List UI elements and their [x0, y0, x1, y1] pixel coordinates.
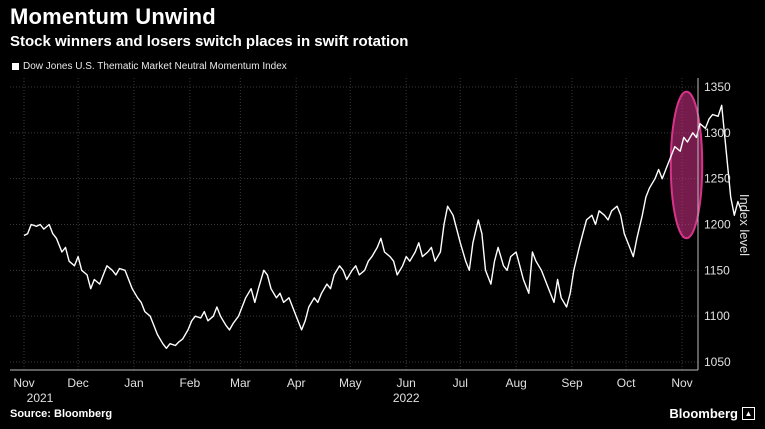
y-tick-label: 1250 [704, 172, 731, 186]
source-note: Source: Bloomberg [10, 408, 113, 420]
x-tick-label: Mar [230, 376, 251, 390]
brand-name: Bloomberg [669, 406, 738, 421]
x-tick-label: May [339, 376, 362, 390]
x-tick-label: Nov [13, 376, 34, 390]
x-tick-label: Dec [67, 376, 88, 390]
x-tick-label: Nov [671, 376, 692, 390]
y-tick-label: 1150 [704, 263, 730, 277]
y-tick-label: 1200 [704, 218, 731, 232]
x-year-label: 2021 [27, 391, 54, 405]
legend-label: Dow Jones U.S. Thematic Market Neutral M… [23, 61, 287, 72]
y-axis-label: Index level [737, 194, 752, 256]
highlight-layer [669, 90, 704, 240]
x-year-label: 2022 [393, 391, 420, 405]
series-line-momentum-index [23, 104, 743, 349]
brand-mark: Bloomberg ▲ [669, 406, 755, 421]
chart-title: Momentum Unwind [10, 4, 216, 29]
x-tick-label: Jul [453, 376, 468, 390]
legend: Dow Jones U.S. Thematic Market Neutral M… [12, 61, 287, 72]
y-tick-label: 1100 [704, 309, 730, 323]
y-tick-label: 1350 [704, 80, 731, 94]
legend-swatch [12, 63, 19, 70]
y-tick-label: 1300 [704, 126, 731, 140]
grid-lines [10, 78, 698, 370]
series-layer [23, 104, 743, 349]
x-tick-label: Apr [287, 376, 306, 390]
x-tick-label: Feb [180, 376, 201, 390]
x-tick-label: Oct [617, 376, 636, 390]
y-axis: 1050 1100 1150 1200 1250 1300 1350 [697, 78, 731, 370]
x-tick-label: Jun [397, 376, 416, 390]
x-tick-label: Sep [561, 376, 583, 390]
chart-subtitle: Stock winners and losers switch places i… [10, 33, 409, 50]
y-tick-label: 1050 [704, 355, 731, 369]
bloomberg-logo-icon: ▲ [742, 407, 755, 420]
highlight-ellipse [669, 90, 704, 240]
x-tick-label: Aug [505, 376, 526, 390]
x-tick-label: Jan [124, 376, 143, 390]
